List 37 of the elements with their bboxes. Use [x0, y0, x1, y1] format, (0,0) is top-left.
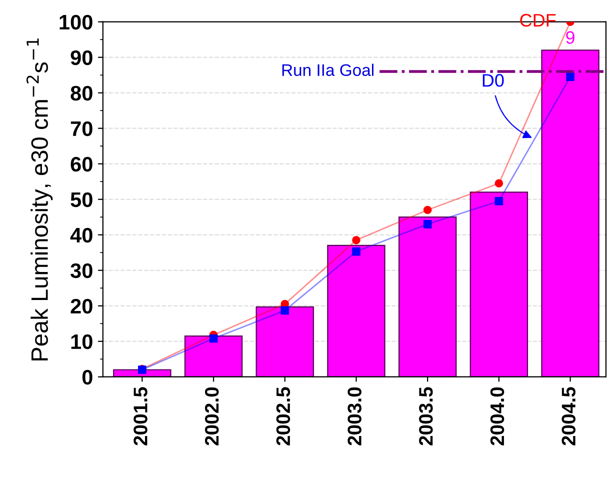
bar: [256, 306, 314, 377]
y-tick-label: 90: [70, 50, 92, 66]
y-axis-title: Peak Luminosity, e30 cm$^{−2}$s$^{−1}$: [26, 38, 53, 360]
point: [423, 220, 432, 228]
point: [352, 247, 360, 256]
x-tick-label: 2003.0: [348, 387, 362, 446]
x-tick-label: 2002.5: [276, 387, 290, 446]
point: [280, 306, 290, 315]
point: [494, 196, 504, 206]
point: [209, 334, 218, 343]
point: [423, 206, 432, 214]
x-tick-label: 2004.0: [490, 387, 504, 446]
y-tick-label: 20: [70, 298, 92, 314]
bar: [398, 216, 457, 377]
bar: [327, 244, 386, 377]
y-tick-label: 10: [71, 334, 92, 350]
bar: [541, 50, 600, 377]
y-tick-label: 80: [70, 86, 92, 101]
y-tick-label: 60: [70, 156, 92, 172]
x-tick-label: 2001.5: [134, 387, 148, 446]
y-tick-label: 50: [70, 192, 92, 208]
y-tick-label: 30: [70, 263, 92, 278]
y-tick-label: 0: [82, 370, 92, 385]
point: [566, 72, 574, 82]
x-tick-label: 2002.0: [204, 387, 219, 446]
bar: [470, 192, 528, 377]
y-tick-label: 70: [70, 121, 92, 136]
text: D0: [482, 74, 504, 87]
y-tick-label: 100: [60, 14, 92, 30]
annotation: 9: [566, 31, 574, 44]
x-tick-label: 2003.5: [419, 387, 433, 446]
x-tick-label: 2004.5: [562, 387, 576, 446]
ref-line-label: Run IIa Goal: [282, 64, 374, 76]
point: [494, 179, 504, 188]
y-tick-label: 40: [70, 228, 92, 243]
bar: [184, 335, 243, 377]
point: [352, 236, 360, 244]
